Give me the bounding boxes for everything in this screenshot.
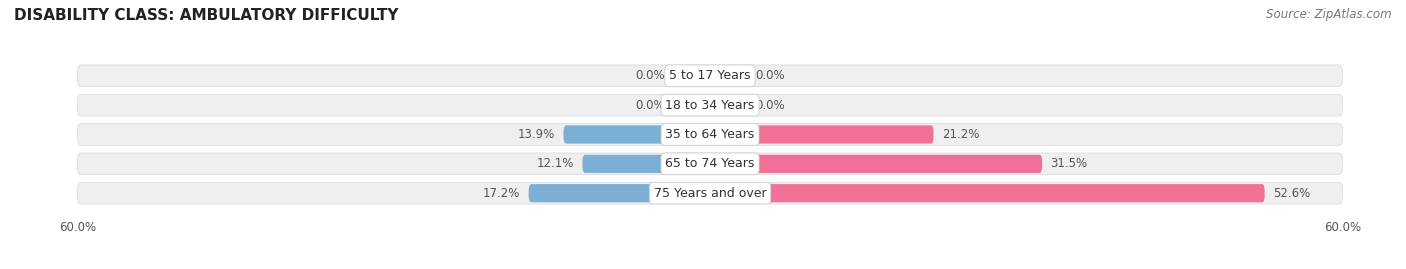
FancyBboxPatch shape: [77, 182, 1343, 204]
FancyBboxPatch shape: [77, 65, 1343, 87]
FancyBboxPatch shape: [673, 96, 710, 114]
Text: 75 Years and over: 75 Years and over: [654, 187, 766, 200]
Text: 0.0%: 0.0%: [755, 99, 785, 112]
Text: 35 to 64 Years: 35 to 64 Years: [665, 128, 755, 141]
Text: DISABILITY CLASS: AMBULATORY DIFFICULTY: DISABILITY CLASS: AMBULATORY DIFFICULTY: [14, 8, 398, 23]
Text: Source: ZipAtlas.com: Source: ZipAtlas.com: [1267, 8, 1392, 21]
FancyBboxPatch shape: [77, 124, 1343, 145]
FancyBboxPatch shape: [529, 184, 710, 202]
FancyBboxPatch shape: [77, 153, 1343, 175]
FancyBboxPatch shape: [710, 184, 1265, 202]
FancyBboxPatch shape: [710, 125, 934, 144]
Text: 18 to 34 Years: 18 to 34 Years: [665, 99, 755, 112]
FancyBboxPatch shape: [710, 96, 747, 114]
FancyBboxPatch shape: [564, 125, 710, 144]
Text: 5 to 17 Years: 5 to 17 Years: [669, 69, 751, 82]
Text: 31.5%: 31.5%: [1050, 157, 1088, 170]
Text: 0.0%: 0.0%: [755, 69, 785, 82]
FancyBboxPatch shape: [673, 67, 710, 85]
FancyBboxPatch shape: [710, 67, 747, 85]
Text: 12.1%: 12.1%: [537, 157, 574, 170]
FancyBboxPatch shape: [77, 94, 1343, 116]
Text: 52.6%: 52.6%: [1274, 187, 1310, 200]
Text: 13.9%: 13.9%: [517, 128, 555, 141]
Text: 0.0%: 0.0%: [636, 99, 665, 112]
Text: 0.0%: 0.0%: [636, 69, 665, 82]
FancyBboxPatch shape: [582, 155, 710, 173]
Text: 65 to 74 Years: 65 to 74 Years: [665, 157, 755, 170]
Text: 17.2%: 17.2%: [482, 187, 520, 200]
FancyBboxPatch shape: [710, 155, 1042, 173]
Text: 21.2%: 21.2%: [942, 128, 980, 141]
